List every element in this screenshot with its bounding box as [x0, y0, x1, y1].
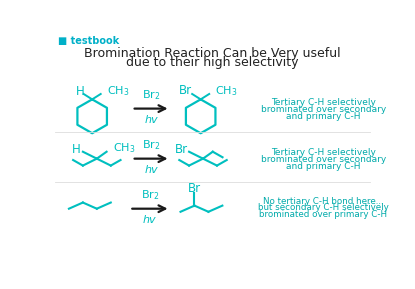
Text: due to their high selectivity: due to their high selectivity — [126, 56, 298, 69]
Text: Br: Br — [188, 182, 201, 195]
Text: H: H — [76, 85, 84, 98]
Text: and primary C-H: and primary C-H — [286, 112, 360, 121]
Text: Br: Br — [178, 84, 192, 97]
Text: hv: hv — [143, 215, 157, 225]
Text: brominated over primary C-H: brominated over primary C-H — [259, 210, 387, 219]
Text: H: H — [72, 143, 81, 156]
Text: Tertiary C-H selectively: Tertiary C-H selectively — [271, 148, 376, 157]
Text: but secondary C-H selectively: but secondary C-H selectively — [258, 203, 388, 212]
Text: brominated over secondary: brominated over secondary — [261, 105, 386, 114]
Text: CH$_3$: CH$_3$ — [107, 84, 129, 98]
Text: CH$_3$: CH$_3$ — [215, 84, 238, 98]
Text: Br$_2$: Br$_2$ — [142, 88, 160, 102]
Text: Br$_2$: Br$_2$ — [142, 138, 160, 152]
Text: and primary C-H: and primary C-H — [286, 162, 360, 171]
Text: brominated over secondary: brominated over secondary — [261, 155, 386, 164]
Text: Br$_2$: Br$_2$ — [141, 188, 159, 202]
Text: hv: hv — [144, 115, 158, 125]
Text: Bromination Reaction Can be Very useful: Bromination Reaction Can be Very useful — [84, 47, 341, 60]
Text: CH$_3$: CH$_3$ — [113, 141, 135, 155]
Text: hv: hv — [144, 165, 158, 175]
Text: Br: Br — [175, 143, 188, 156]
Text: No tertiary C-H bond here...: No tertiary C-H bond here... — [263, 197, 383, 205]
Text: Tertiary C-H selectively: Tertiary C-H selectively — [271, 98, 376, 107]
Text: ■ testbook: ■ testbook — [58, 36, 120, 46]
